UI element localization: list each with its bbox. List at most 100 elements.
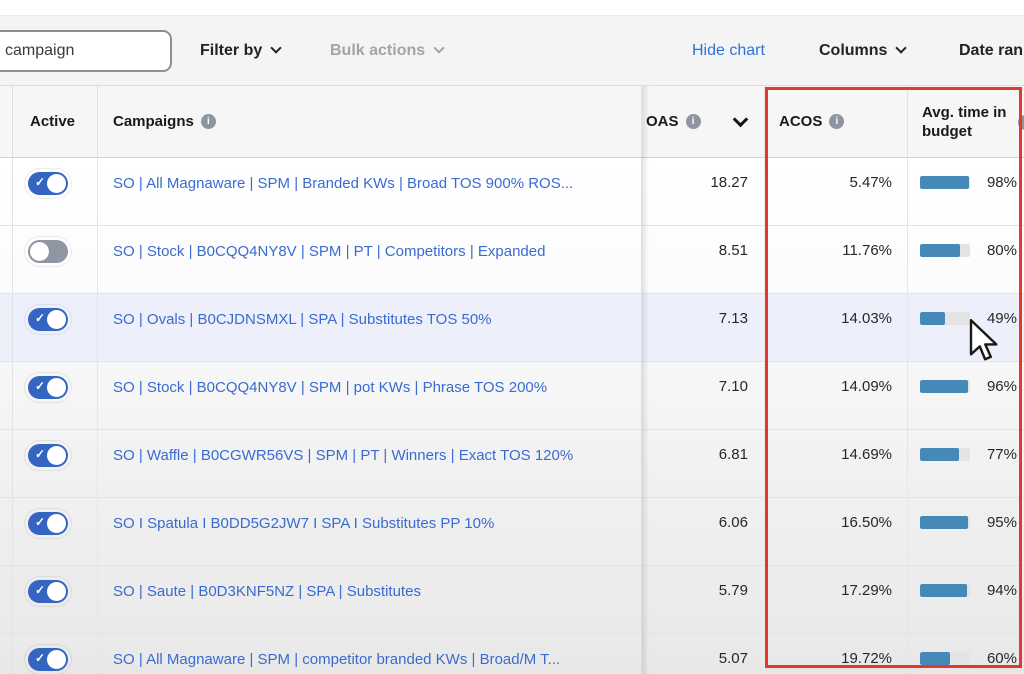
budget-value: 80%: [987, 242, 1017, 259]
roas-value: 5.79: [719, 582, 748, 599]
roas-value: 6.81: [719, 446, 748, 463]
budget-bar-track: [920, 312, 970, 325]
row-roas-cell: 5.79: [642, 566, 765, 633]
campaign-link[interactable]: SO I Spatula I B0DD5G2JW7 I SPA I Substi…: [113, 514, 494, 533]
info-icon[interactable]: [201, 114, 216, 129]
row-campaign-cell: SO | Stock | B0CQQ4NY8V | SPM | pot KWs …: [98, 362, 642, 429]
budget-line: 49%: [920, 310, 1017, 327]
row-avg-budget-cell: 95%: [908, 498, 1024, 565]
chevron-down-icon: [271, 42, 282, 53]
filter-by-button[interactable]: Filter by: [200, 16, 280, 85]
campaign-link[interactable]: SO | All Magnaware | SPM | competitor br…: [113, 650, 560, 669]
search-input[interactable]: [0, 30, 172, 72]
active-toggle[interactable]: [28, 512, 68, 535]
row-campaign-cell: SO | Stock | B0CQQ4NY8V | SPM | PT | Com…: [98, 226, 642, 293]
info-icon[interactable]: [1018, 115, 1024, 130]
row-roas-cell: 5.07: [642, 634, 765, 674]
budget-value: 96%: [987, 378, 1017, 395]
budget-value: 77%: [987, 446, 1017, 463]
budget-bar-track: [920, 584, 970, 597]
row-active-cell: [13, 158, 98, 225]
campaign-link[interactable]: SO | All Magnaware | SPM | Branded KWs |…: [113, 174, 573, 193]
row-campaign-cell: SO | Waffle | B0CGWR56VS | SPM | PT | Wi…: [98, 430, 642, 497]
table-row: SO | Stock | B0CQQ4NY8V | SPM | PT | Com…: [0, 226, 1024, 294]
budget-line: 95%: [920, 514, 1017, 531]
row-campaign-cell: SO | Saute | B0D3KNF5NZ | SPA | Substitu…: [98, 566, 642, 633]
budget-value: 49%: [987, 310, 1017, 327]
active-toggle[interactable]: [28, 240, 68, 263]
row-active-cell: [13, 566, 98, 633]
table-row: SO | All Magnaware | SPM | Branded KWs |…: [0, 158, 1024, 226]
row-active-cell: [13, 430, 98, 497]
budget-bar-track: [920, 380, 970, 393]
active-toggle[interactable]: [28, 172, 68, 195]
header-acos: ACOS: [765, 86, 908, 157]
active-toggle[interactable]: [28, 580, 68, 603]
budget-line: 98%: [920, 174, 1017, 191]
row-acos-cell: 11.76%: [765, 226, 908, 293]
row-acos-cell: 14.03%: [765, 294, 908, 361]
row-avg-budget-cell: 94%: [908, 566, 1024, 633]
row-campaign-cell: SO | Ovals | B0CJDNSMXL | SPA | Substitu…: [98, 294, 642, 361]
budget-value: 60%: [987, 650, 1017, 667]
info-icon[interactable]: [686, 114, 701, 129]
row-acos-cell: 14.09%: [765, 362, 908, 429]
campaign-link[interactable]: SO | Saute | B0D3KNF5NZ | SPA | Substitu…: [113, 582, 421, 601]
acos-value: 14.03%: [841, 310, 892, 327]
row-checkbox-column: [0, 634, 13, 674]
row-roas-cell: 18.27: [642, 158, 765, 225]
date-range-button[interactable]: Date ran: [959, 16, 1023, 85]
toolbar: Filter by Bulk actions Hide chart Column…: [0, 16, 1024, 85]
row-acos-cell: 16.50%: [765, 498, 908, 565]
header-avg-time-in-budget: Avg. time in budget: [908, 86, 1024, 157]
row-acos-cell: 17.29%: [765, 566, 908, 633]
budget-bar-track: [920, 176, 970, 189]
columns-button[interactable]: Columns: [819, 16, 905, 85]
table-row: SO | Ovals | B0CJDNSMXL | SPA | Substitu…: [0, 294, 1024, 362]
row-checkbox-column: [0, 430, 13, 497]
budget-line: 80%: [920, 242, 1017, 259]
campaign-link[interactable]: SO | Waffle | B0CGWR56VS | SPM | PT | Wi…: [113, 446, 573, 465]
acos-value: 17.29%: [841, 582, 892, 599]
campaign-link[interactable]: SO | Stock | B0CQQ4NY8V | SPM | pot KWs …: [113, 378, 547, 397]
roas-value: 8.51: [719, 242, 748, 259]
date-range-label: Date ran: [959, 42, 1023, 60]
active-toggle[interactable]: [28, 444, 68, 467]
row-active-cell: [13, 498, 98, 565]
row-roas-cell: 7.10: [642, 362, 765, 429]
budget-bar-fill: [920, 584, 967, 597]
active-toggle[interactable]: [28, 308, 68, 331]
budget-value: 98%: [987, 174, 1017, 191]
budget-bar-fill: [920, 176, 969, 189]
header-campaigns: Campaigns: [98, 86, 642, 157]
row-roas-cell: 6.81: [642, 430, 765, 497]
roas-value: 7.13: [719, 310, 748, 327]
campaign-link[interactable]: SO | Stock | B0CQQ4NY8V | SPM | PT | Com…: [113, 242, 545, 261]
campaign-link[interactable]: SO | Ovals | B0CJDNSMXL | SPA | Substitu…: [113, 310, 492, 329]
active-toggle[interactable]: [28, 376, 68, 399]
row-acos-cell: 14.69%: [765, 430, 908, 497]
header-acos-label: ACOS: [779, 113, 822, 130]
hide-chart-link[interactable]: Hide chart: [692, 16, 765, 85]
budget-value: 95%: [987, 514, 1017, 531]
row-active-cell: [13, 294, 98, 361]
budget-line: 77%: [920, 446, 1017, 463]
budget-line: 94%: [920, 582, 1017, 599]
row-active-cell: [13, 634, 98, 674]
active-toggle[interactable]: [28, 648, 68, 671]
header-active-label: Active: [30, 113, 75, 130]
acos-value: 14.09%: [841, 378, 892, 395]
header-avg-label: Avg. time in budget: [922, 103, 1014, 141]
row-acos-cell: 19.72%: [765, 634, 908, 674]
row-roas-cell: 7.13: [642, 294, 765, 361]
row-checkbox-column: [0, 158, 13, 225]
acos-value: 11.76%: [842, 242, 892, 259]
hide-chart-label: Hide chart: [692, 42, 765, 60]
roas-value: 18.27: [710, 174, 748, 191]
bulk-actions-button[interactable]: Bulk actions: [330, 16, 443, 85]
roas-value: 6.06: [719, 514, 748, 531]
sort-descending-icon[interactable]: [733, 111, 749, 127]
info-icon[interactable]: [829, 114, 844, 129]
acos-value: 5.47%: [849, 174, 892, 191]
row-active-cell: [13, 362, 98, 429]
